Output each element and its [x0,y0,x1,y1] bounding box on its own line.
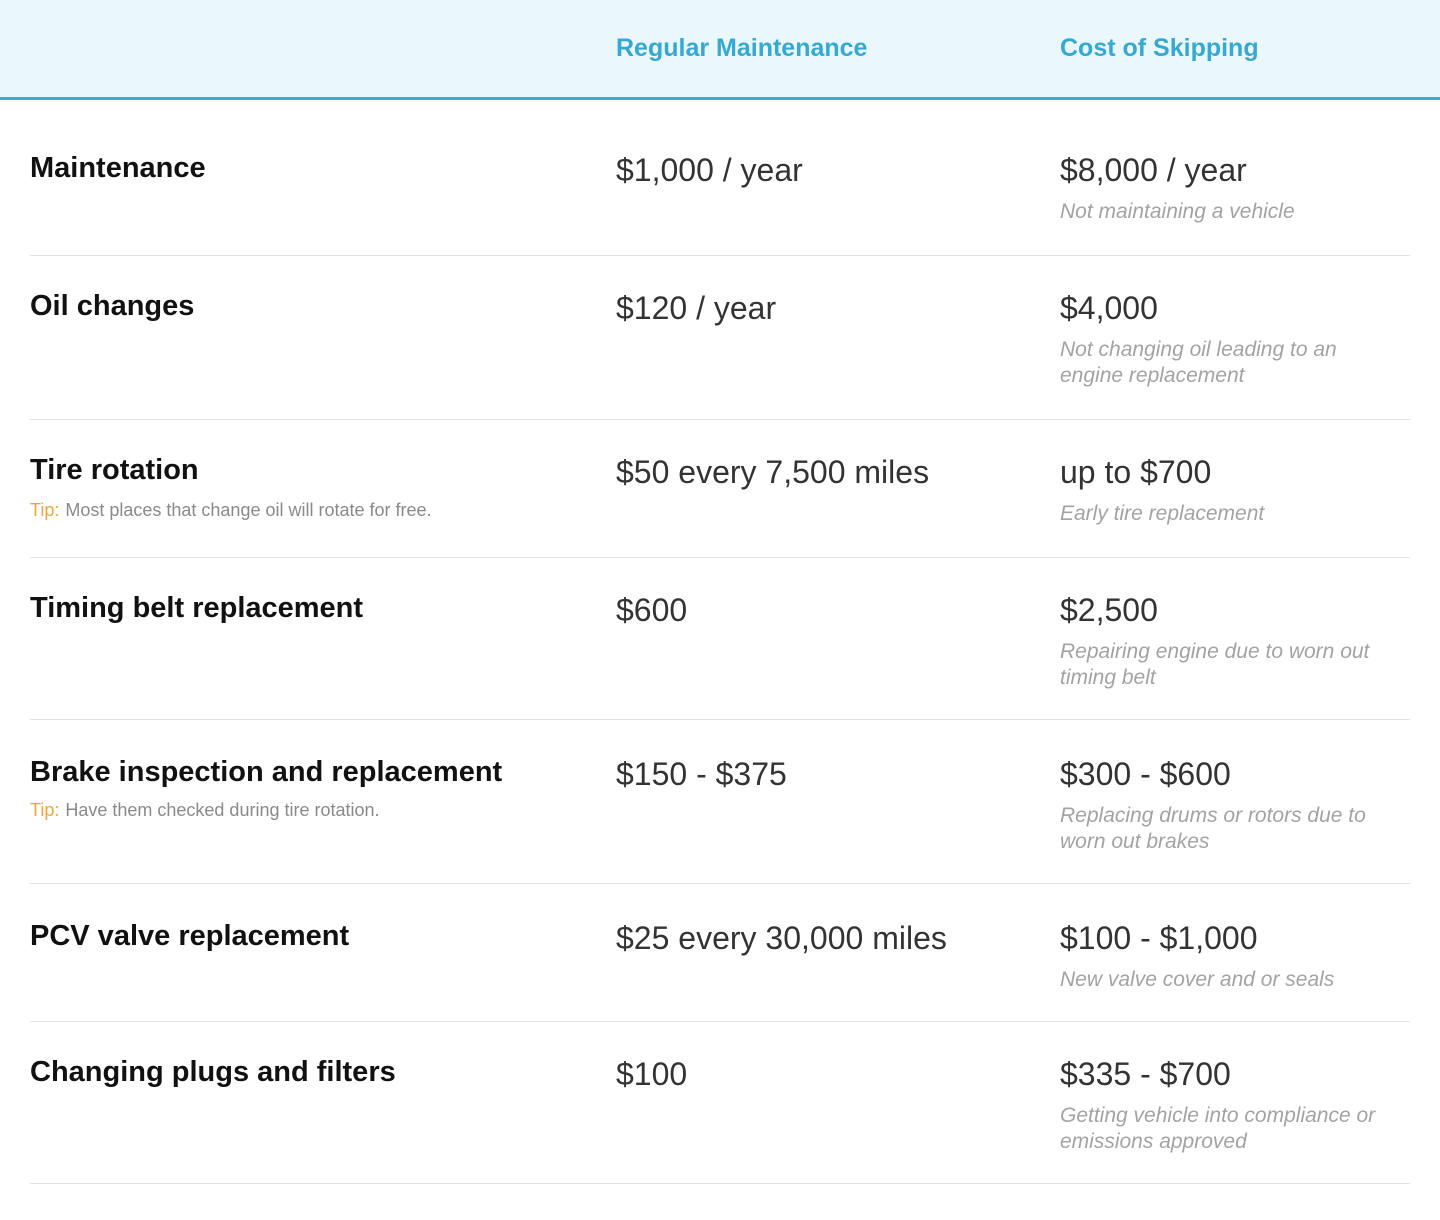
row-tip: Tip: Have them checked during tire rotati… [30,800,380,821]
skip-note: Getting vehicle into compliance or emiss… [1060,1104,1376,1153]
skip-cost: $2,500 [1060,592,1158,628]
regular-cost: $150 - $375 [616,756,787,792]
skip-note: Replacing drums or rotors due to worn ou… [1060,804,1366,853]
table-row-plugs-filters: Changing plugs and filters $100 $335 - $… [30,1022,1410,1184]
column-header-cost-of-skipping: Cost of Skipping [1060,34,1259,62]
regular-cost: $25 every 30,000 miles [616,920,947,956]
skip-cost: $335 - $700 [1060,1056,1231,1092]
table-body: Maintenance $1,000 / year $8,000 / year … [30,100,1410,1184]
tip-label: Tip: [30,800,60,820]
regular-cost: $1,000 / year [616,152,803,188]
row-item-label: Timing belt replacement [30,592,364,624]
skip-note: Not changing oil leading to an engine re… [1060,338,1337,387]
regular-cost: $100 [616,1056,688,1092]
skip-cost: up to $700 [1060,454,1212,490]
table-row-maintenance: Maintenance $1,000 / year $8,000 / year … [30,100,1410,256]
skip-note: Repairing engine due to worn out timing … [1060,640,1370,689]
row-item-label: Tire rotation [30,454,199,486]
skip-note: Early tire replacement [1060,502,1265,525]
column-header-regular-maintenance: Regular Maintenance [616,34,868,62]
row-item-label: Maintenance [30,152,206,184]
row-item-label: Brake inspection and replacement [30,756,503,788]
row-item-label: Changing plugs and filters [30,1056,396,1088]
row-item-label: Oil changes [30,290,195,322]
tip-text: Have them checked during tire rotation. [65,800,380,820]
tip-label: Tip: [30,500,60,520]
table-row-brake-inspection: Brake inspection and replacement Tip: Hav… [30,720,1410,884]
row-item-label: PCV valve replacement [30,920,350,952]
skip-note: New valve cover and or seals [1060,968,1335,991]
table-row-pcv-valve: PCV valve replacement $25 every 30,000 m… [30,884,1410,1022]
regular-cost: $600 [616,592,688,628]
skip-cost: $300 - $600 [1060,756,1231,792]
skip-note: Not maintaining a vehicle [1060,200,1295,223]
regular-cost: $50 every 7,500 miles [616,454,930,490]
skip-cost: $4,000 [1060,290,1158,326]
skip-cost: $100 - $1,000 [1060,920,1258,956]
skip-cost: $8,000 / year [1060,152,1247,188]
regular-cost: $120 / year [616,290,777,326]
table-row-oil-changes: Oil changes $120 / year $4,000 Not chang… [30,256,1410,420]
table-row-timing-belt: Timing belt replacement $600 $2,500 Repa… [30,558,1410,720]
table-header: Regular Maintenance Cost of Skipping [0,0,1440,100]
row-tip: Tip: Most places that change oil will rot… [30,500,432,521]
tip-text: Most places that change oil will rotate … [65,500,432,520]
table-row-tire-rotation: Tire rotation Tip: Most places that chang… [30,420,1410,558]
